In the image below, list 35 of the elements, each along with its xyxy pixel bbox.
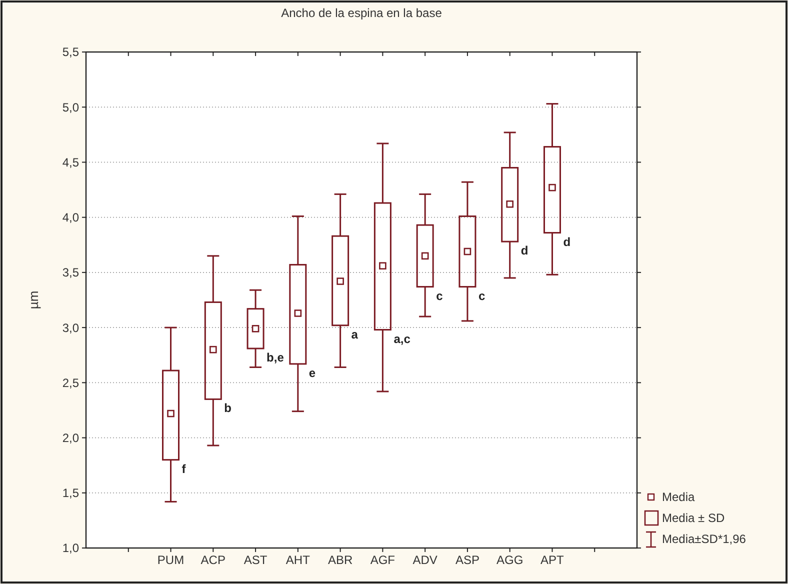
- annotation: d: [563, 234, 571, 249]
- y-tick-label: 3,5: [62, 266, 80, 280]
- x-tick-label: PUM: [157, 553, 184, 567]
- text: Media±SD*1,96: [662, 532, 746, 546]
- y-tick-label: 5,0: [62, 100, 80, 114]
- annotation: a,c: [394, 332, 411, 346]
- annotation: d: [520, 244, 528, 258]
- annotation: e: [308, 366, 316, 380]
- y-tick-label: 4,0: [62, 210, 80, 225]
- x-tick-label: APT: [540, 553, 565, 567]
- annotation: c: [436, 288, 444, 303]
- x-tick-label: ASP: [455, 553, 480, 567]
- x-tick-label: AGG: [496, 553, 524, 567]
- x-tick-label: ABR: [328, 553, 353, 567]
- x-tick-label: ACP: [200, 553, 226, 567]
- y-tick-label: 3,0: [62, 320, 80, 335]
- y-tick-label: 5,5: [62, 45, 80, 60]
- annotation: c: [478, 288, 486, 303]
- annotation: b: [224, 401, 232, 416]
- x-tick-label: AST: [244, 553, 268, 567]
- y-axis-title: µm: [26, 290, 41, 310]
- y-tick-label: 1,0: [62, 541, 80, 556]
- y-tick-label: 1,5: [62, 486, 80, 500]
- x-tick-label: AHT: [286, 553, 311, 567]
- x-tick-label: AGF: [370, 553, 396, 567]
- y-tick-label: 4,5: [62, 155, 80, 170]
- x-tick-label: ADV: [412, 553, 438, 567]
- annotation: a: [351, 327, 358, 342]
- chart-title: Ancho de la espina en la base: [281, 6, 442, 20]
- text: Media ± SD: [662, 511, 725, 526]
- y-tick-label: 2,5: [62, 376, 80, 390]
- annotation: f: [182, 462, 187, 476]
- annotation: b,e: [266, 350, 284, 364]
- text: Media: [662, 490, 696, 504]
- y-tick-label: 2,0: [62, 430, 80, 445]
